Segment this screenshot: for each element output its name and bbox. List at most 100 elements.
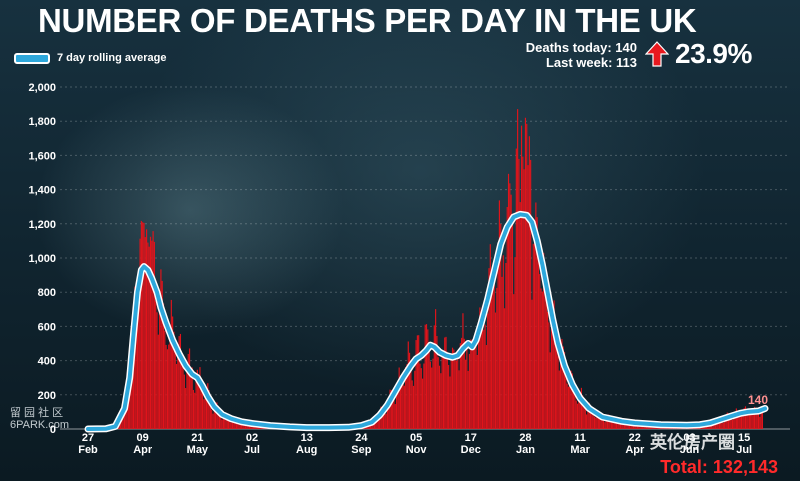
daily-bar xyxy=(510,194,512,429)
daily-bar xyxy=(540,288,542,429)
daily-bar xyxy=(513,294,515,429)
up-arrow-icon xyxy=(645,41,669,67)
daily-bar xyxy=(377,416,379,429)
daily-bar xyxy=(207,383,209,429)
daily-bar xyxy=(186,371,188,429)
daily-bar xyxy=(209,403,211,429)
daily-bar xyxy=(187,353,189,429)
daily-bar xyxy=(182,366,184,429)
daily-bar xyxy=(414,370,416,429)
daily-bar xyxy=(139,238,141,429)
daily-bar xyxy=(375,421,377,429)
daily-bar xyxy=(569,383,571,429)
daily-bar xyxy=(389,389,391,429)
daily-bar xyxy=(640,424,642,429)
total-deaths: Total: 132,143 xyxy=(660,457,778,477)
daily-bar xyxy=(379,412,381,429)
y-tick-label: 1,800 xyxy=(28,116,56,128)
daily-bar xyxy=(131,351,133,429)
daily-bar xyxy=(485,345,487,429)
daily-bar xyxy=(727,413,730,429)
daily-bar xyxy=(535,202,537,429)
daily-bar xyxy=(557,355,559,429)
daily-bar xyxy=(496,287,498,429)
daily-bar xyxy=(530,159,532,429)
daily-bar xyxy=(597,412,599,429)
daily-bar xyxy=(523,169,525,429)
daily-bar xyxy=(546,311,549,429)
daily-bar xyxy=(528,136,530,429)
daily-bar xyxy=(612,419,614,429)
daily-bar xyxy=(422,378,424,429)
daily-bar xyxy=(527,165,529,429)
daily-bar xyxy=(491,280,493,429)
daily-bar xyxy=(738,415,740,429)
daily-bar xyxy=(742,411,744,429)
daily-bar xyxy=(455,360,458,429)
daily-bar xyxy=(714,421,717,429)
daily-bar xyxy=(740,416,743,429)
daily-bar xyxy=(592,412,594,429)
daily-bar xyxy=(746,409,748,429)
y-axis-ticks: 2,000 1,800 1,600 1,400 1,200 1,000 800 600 400 2… xyxy=(28,82,56,436)
x-tick-day: 02 xyxy=(246,432,258,444)
daily-bar xyxy=(487,313,489,429)
daily-bar xyxy=(446,351,448,429)
daily-bar xyxy=(239,424,241,429)
rolling-average-line xyxy=(84,210,769,433)
daily-bar xyxy=(606,416,609,429)
daily-bar xyxy=(395,392,398,429)
x-tick-month: Jun xyxy=(680,444,700,456)
daily-bar xyxy=(554,326,556,429)
daily-bar xyxy=(168,344,170,429)
daily-bar xyxy=(397,383,399,429)
daily-bar xyxy=(147,242,149,429)
daily-bar xyxy=(399,376,402,429)
daily-bar xyxy=(721,419,723,429)
daily-bar xyxy=(544,263,546,429)
daily-bar xyxy=(761,408,763,429)
daily-bar xyxy=(441,353,443,429)
daily-bar xyxy=(509,183,511,429)
daily-bar xyxy=(440,373,442,429)
daily-bar xyxy=(575,400,577,429)
daily-bar xyxy=(224,415,226,429)
daily-bar xyxy=(524,117,527,429)
daily-bar xyxy=(420,368,422,429)
daily-bar xyxy=(497,259,499,429)
watermark-wechat: 英伦房产圈 xyxy=(650,433,735,452)
daily-bar xyxy=(630,423,632,429)
daily-bar xyxy=(477,330,480,429)
x-tick-month: Sep xyxy=(351,444,371,456)
daily-bar xyxy=(623,422,625,429)
daily-bar xyxy=(220,413,222,429)
daily-bar xyxy=(230,422,232,429)
change-percent: 23.9% xyxy=(675,38,752,69)
daily-bar xyxy=(550,322,553,429)
daily-bar xyxy=(578,397,580,429)
daily-bar xyxy=(175,363,178,429)
x-tick-day: 17 xyxy=(465,432,477,444)
daily-bar xyxy=(148,246,150,429)
daily-bar xyxy=(442,352,445,429)
daily-bar xyxy=(468,353,471,429)
y-tick-label: 2,000 xyxy=(28,82,56,94)
daily-bar xyxy=(517,109,519,429)
daily-bar xyxy=(231,419,234,429)
daily-bar xyxy=(734,412,736,429)
daily-bar xyxy=(221,419,223,429)
daily-bar xyxy=(226,415,228,429)
daily-bar xyxy=(515,148,517,429)
last-week: Last week: 113 xyxy=(545,55,637,70)
daily-bar xyxy=(433,325,435,429)
daily-bar xyxy=(178,336,180,429)
daily-bar xyxy=(753,406,756,429)
daily-bar xyxy=(609,416,611,429)
daily-bar xyxy=(532,243,534,429)
daily-bar xyxy=(553,300,555,429)
watermark-6park: 留 园 社 区 6PARK.com xyxy=(10,407,69,431)
daily-bar xyxy=(127,389,129,429)
x-tick-month: Nov xyxy=(406,444,428,456)
daily-bar xyxy=(424,324,426,429)
x-tick-month: Jul xyxy=(244,444,260,456)
